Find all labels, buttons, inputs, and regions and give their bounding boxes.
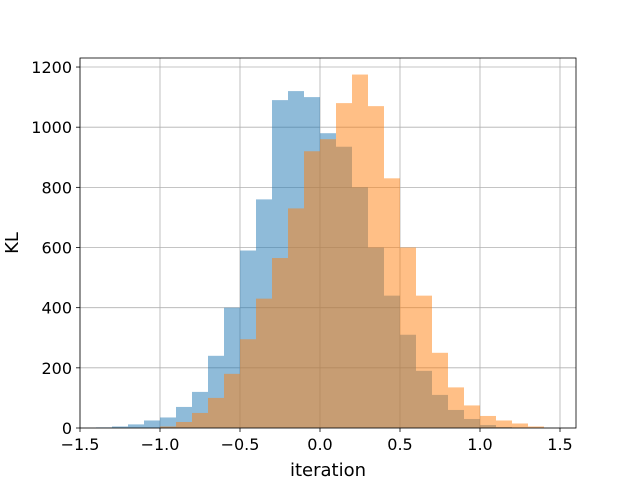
y-tick-label: 0: [62, 419, 72, 438]
histogram-bar: [160, 417, 176, 428]
histogram-bar: [384, 178, 400, 428]
histogram-bar: [272, 258, 288, 428]
histogram-bar: [368, 106, 384, 429]
histogram-bar: [528, 426, 544, 428]
axis-ticks: −1.5 −1.0 −0.5 0.0 0.5 1.0 1.5 0 200 400 600 800 100…: [31, 58, 572, 454]
x-tick-label: −0.5: [221, 435, 260, 454]
y-tick-label: 1000: [31, 118, 72, 137]
histogram-bar: [448, 387, 464, 428]
x-tick-label: 1.5: [547, 435, 572, 454]
y-tick-label: 600: [41, 239, 72, 258]
y-tick-label: 400: [41, 299, 72, 318]
histogram-bar: [192, 412, 208, 428]
y-tick-label: 800: [41, 178, 72, 197]
x-tick-label: −1.5: [61, 435, 100, 454]
x-tick-label: 0.0: [307, 435, 332, 454]
histogram-bar: [496, 420, 512, 428]
histogram-bar: [464, 405, 480, 428]
histogram-bar: [256, 298, 272, 428]
x-tick-label: −1.0: [141, 435, 180, 454]
histogram-bar: [160, 426, 176, 428]
x-axis-label: iteration: [290, 460, 366, 480]
histogram-bar: [432, 352, 448, 428]
histogram-bar: [320, 139, 336, 428]
histogram-bar: [304, 151, 320, 429]
histogram-bar: [240, 339, 256, 428]
histogram-bar: [352, 74, 368, 429]
histogram-bar: [336, 103, 352, 428]
histogram-bar: [288, 208, 304, 428]
histogram-bar: [416, 295, 432, 428]
y-tick-label: 200: [41, 359, 72, 378]
histogram-bars: [96, 74, 544, 429]
y-axis-label: KL: [2, 232, 23, 254]
histogram-bar: [512, 423, 528, 428]
histogram-bar: [400, 247, 416, 428]
histogram-bar: [144, 420, 160, 428]
histogram-bar: [480, 415, 496, 428]
histogram-bar: [128, 424, 144, 428]
histogram-bar: [176, 421, 192, 428]
plot-frame: [79, 57, 577, 429]
histogram-bar: [208, 397, 224, 428]
histogram-bar: [112, 426, 128, 428]
x-tick-label: 0.5: [387, 435, 412, 454]
x-tick-label: 1.0: [467, 435, 492, 454]
y-tick-label: 1200: [31, 58, 72, 77]
histogram-bar: [224, 373, 240, 428]
